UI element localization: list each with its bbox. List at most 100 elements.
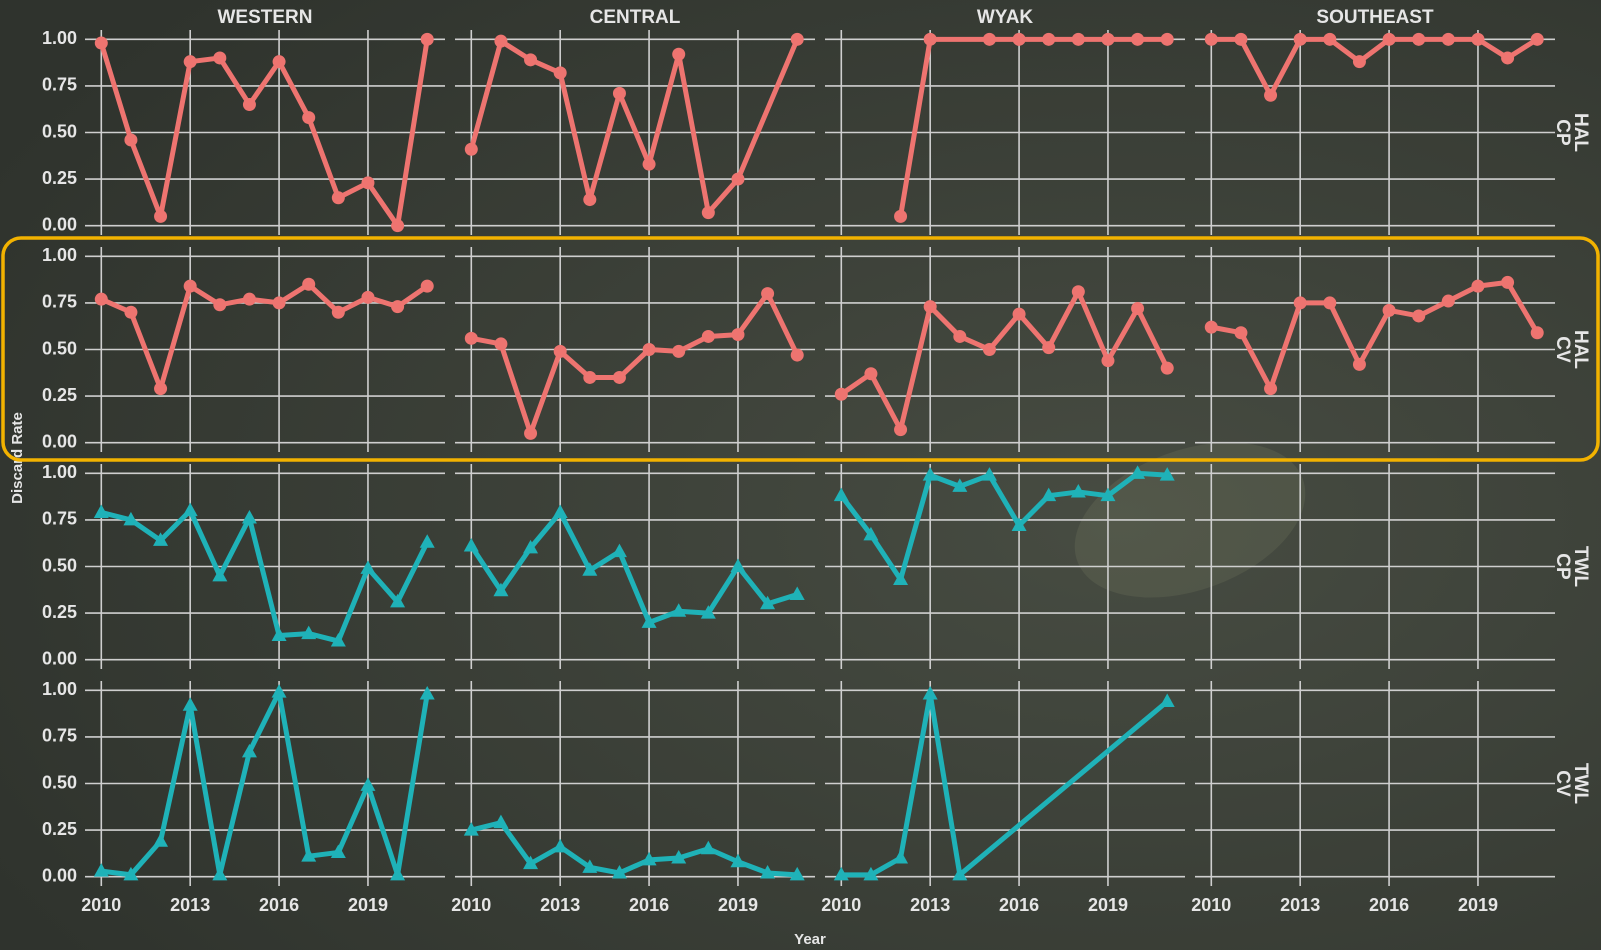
data-point	[642, 157, 656, 171]
x-tick-label: 2019	[348, 895, 388, 915]
data-point	[1323, 32, 1337, 46]
data-point	[420, 279, 434, 293]
y-tick-label: 1.00	[42, 28, 77, 48]
data-point	[93, 504, 109, 518]
data-point	[893, 850, 909, 864]
y-tick-label: 1.00	[42, 679, 77, 699]
data-point	[123, 511, 139, 526]
y-tick-label: 0.25	[42, 602, 77, 622]
data-point	[730, 558, 746, 572]
y-tick-label: 0.50	[42, 772, 77, 792]
data-point	[790, 32, 804, 46]
x-tick-label: 2010	[81, 895, 121, 915]
data-point	[360, 777, 376, 791]
data-point	[672, 344, 686, 358]
data-point	[611, 864, 627, 879]
data-point	[893, 571, 909, 586]
data-point	[730, 853, 746, 868]
data-point	[183, 55, 197, 69]
data-point	[1101, 32, 1115, 46]
y-tick-label: 0.00	[42, 431, 77, 451]
data-point	[1204, 320, 1218, 334]
data-point	[761, 287, 775, 301]
y-tick-label: 0.00	[42, 214, 77, 234]
data-point	[582, 859, 598, 873]
data-point	[464, 331, 478, 345]
data-point	[864, 367, 878, 381]
data-point	[1071, 285, 1085, 299]
data-point	[419, 534, 435, 548]
row-strip-label: CV	[1552, 336, 1573, 363]
data-point	[361, 176, 375, 190]
data-line	[839, 289, 1170, 433]
data-point	[494, 34, 508, 48]
data-point	[552, 504, 568, 518]
y-tick-label: 0.75	[42, 726, 77, 746]
data-point	[182, 697, 198, 711]
data-point	[1441, 294, 1455, 308]
data-point	[1471, 32, 1485, 46]
data-point	[894, 423, 908, 437]
x-tick-label: 2016	[629, 895, 669, 915]
y-tick-label: 1.00	[42, 245, 77, 265]
data-point	[153, 833, 169, 847]
data-point	[1101, 354, 1115, 368]
data-point	[612, 370, 626, 384]
row-strip-label: CP	[1552, 119, 1573, 146]
row-strip-label: TWL	[1570, 546, 1591, 588]
data-point	[302, 111, 316, 125]
data-point	[331, 191, 345, 205]
y-tick-label: 0.25	[42, 819, 77, 839]
data-point	[1160, 32, 1174, 46]
data-point	[1530, 32, 1544, 46]
data-line	[469, 509, 798, 625]
row-strip-label: CP	[1552, 553, 1573, 580]
data-point	[330, 844, 346, 858]
data-line	[839, 470, 1168, 583]
x-tick-label: 2013	[170, 895, 210, 915]
y-tick-label: 1.00	[42, 462, 77, 482]
data-point	[1501, 275, 1515, 289]
data-point	[1012, 32, 1026, 46]
row-strip-label: HAL	[1570, 330, 1591, 369]
x-tick-label: 2010	[451, 895, 491, 915]
column-strip-label: CENTRAL	[590, 7, 681, 28]
data-point	[1160, 361, 1174, 375]
data-point	[524, 53, 538, 67]
data-point	[1159, 467, 1175, 481]
data-point	[153, 532, 169, 546]
column-strip-label: WESTERN	[218, 7, 313, 28]
data-point	[671, 850, 687, 864]
data-point	[493, 582, 509, 597]
data-point	[241, 510, 257, 524]
data-point	[272, 296, 286, 310]
row-strip-label: CV	[1552, 770, 1573, 797]
data-point	[419, 686, 435, 700]
data-point	[94, 36, 108, 50]
data-point	[611, 543, 627, 558]
data-point	[923, 32, 937, 46]
x-tick-label: 2016	[259, 895, 299, 915]
x-tick-label: 2019	[718, 895, 758, 915]
data-point	[1412, 309, 1426, 323]
data-point	[552, 838, 568, 853]
data-point	[760, 864, 776, 879]
data-point	[182, 502, 198, 517]
data-point	[1042, 32, 1056, 46]
data-point	[123, 866, 139, 881]
data-point	[390, 593, 406, 608]
y-tick-label: 0.75	[42, 509, 77, 529]
data-point	[1012, 307, 1026, 321]
data-line	[100, 508, 430, 644]
data-point	[612, 86, 626, 100]
data-point	[1159, 693, 1175, 707]
data-point	[952, 478, 968, 492]
data-point	[583, 193, 597, 207]
data-point	[1070, 483, 1086, 498]
data-point	[701, 329, 715, 343]
data-point	[1471, 279, 1485, 293]
highlight-box	[1, 236, 1600, 462]
data-point	[94, 292, 108, 306]
